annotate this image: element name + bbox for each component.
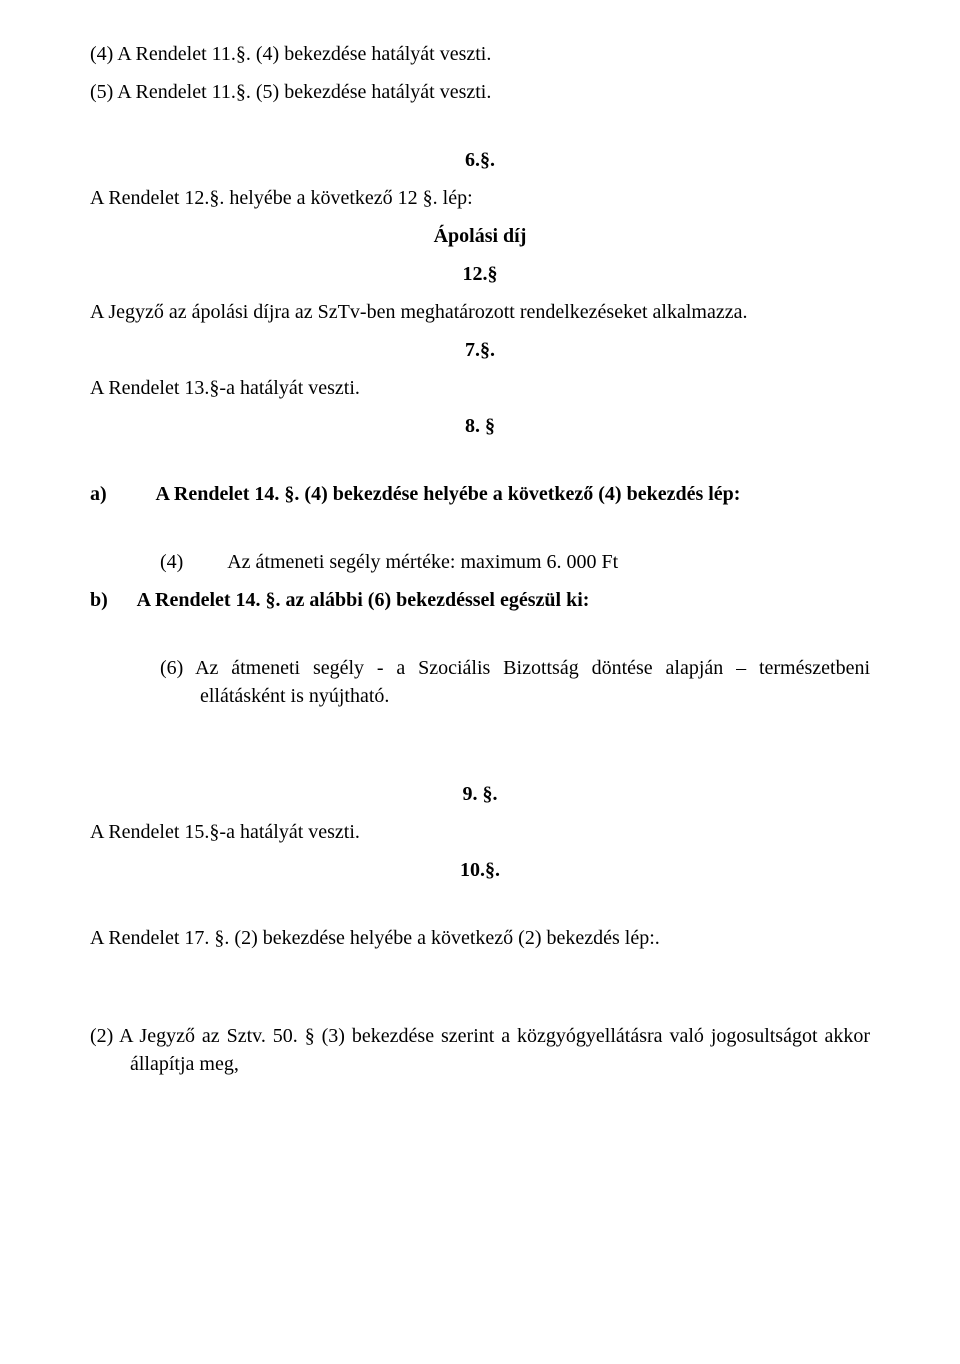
clause-5: (5) A Rendelet 11.§. (5) bekezdése hatál… bbox=[90, 78, 870, 106]
section-10: 10.§. bbox=[90, 856, 870, 884]
heading-apolasi-dij: Ápolási díj bbox=[90, 222, 870, 250]
spacer bbox=[90, 518, 870, 548]
spacer bbox=[90, 894, 870, 924]
heading-12: 12.§ bbox=[90, 260, 870, 288]
clause-6-atmeneti: (6) Az átmeneti segély - a Szociális Biz… bbox=[160, 654, 870, 710]
clause-4: (4) A Rendelet 11.§. (4) bekezdése hatál… bbox=[90, 40, 870, 68]
section-8: 8. § bbox=[90, 412, 870, 440]
section-9: 9. §. bbox=[90, 780, 870, 808]
item-a: a) A Rendelet 14. §. (4) bekezdése helyé… bbox=[90, 480, 870, 508]
paragraph-rendelet-17: A Rendelet 17. §. (2) bekezdése helyébe … bbox=[90, 924, 870, 952]
paragraph-rendelet-13: A Rendelet 13.§-a hatályát veszti. bbox=[90, 374, 870, 402]
spacer bbox=[90, 116, 870, 146]
paragraph-rendelet-12: A Rendelet 12.§. helyébe a következő 12 … bbox=[90, 184, 870, 212]
paragraph-rendelet-15: A Rendelet 15.§-a hatályát veszti. bbox=[90, 818, 870, 846]
spacer bbox=[90, 450, 870, 480]
item-b: b) A Rendelet 14. §. az alábbi (6) bekez… bbox=[90, 586, 870, 614]
clause-4-atmeneti: (4) Az átmeneti segély mértéke: maximum … bbox=[160, 548, 870, 576]
section-7: 7.§. bbox=[90, 336, 870, 364]
spacer bbox=[90, 720, 870, 780]
spacer bbox=[90, 624, 870, 654]
spacer bbox=[90, 962, 870, 1022]
section-6: 6.§. bbox=[90, 146, 870, 174]
page: (4) A Rendelet 11.§. (4) bekezdése hatál… bbox=[0, 0, 960, 1364]
paragraph-jegyzo-apolasi: A Jegyző az ápolási díjra az SzTv-ben me… bbox=[90, 298, 870, 326]
clause-2-jegyzo: (2) A Jegyző az Sztv. 50. § (3) bekezdés… bbox=[90, 1022, 870, 1078]
